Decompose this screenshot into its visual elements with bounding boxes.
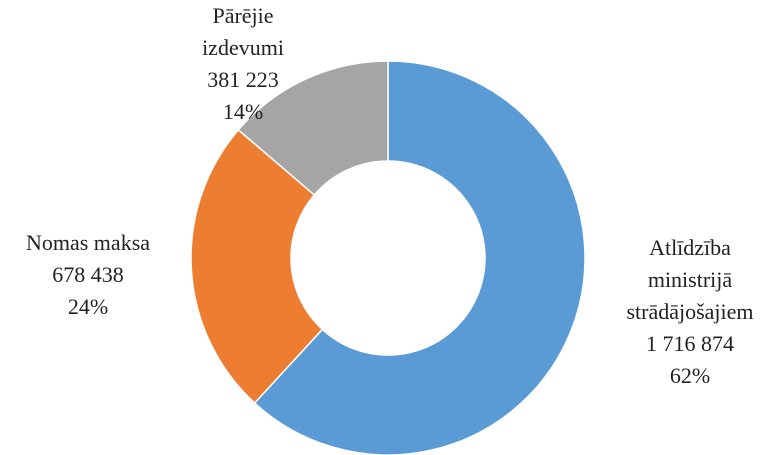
donut-slice bbox=[253, 60, 586, 455]
value-label: 1 716 874 bbox=[646, 331, 734, 356]
category-label: Pārējie bbox=[212, 3, 273, 28]
donut-slice bbox=[190, 128, 324, 405]
percentage-label: 62% bbox=[670, 363, 710, 388]
value-label: 678 438 bbox=[52, 262, 124, 287]
category-label: ministrijā bbox=[648, 267, 733, 292]
category-label: Nomas maksa bbox=[26, 230, 150, 255]
category-label: izdevumi bbox=[202, 35, 284, 60]
percentage-label: 14% bbox=[223, 99, 263, 124]
category-label: strādājošajiem bbox=[626, 299, 753, 324]
value-label: 381 223 bbox=[207, 67, 279, 92]
donut-slice bbox=[237, 60, 389, 196]
category-label: Atlīdzība bbox=[649, 235, 731, 260]
percentage-label: 24% bbox=[68, 294, 108, 319]
